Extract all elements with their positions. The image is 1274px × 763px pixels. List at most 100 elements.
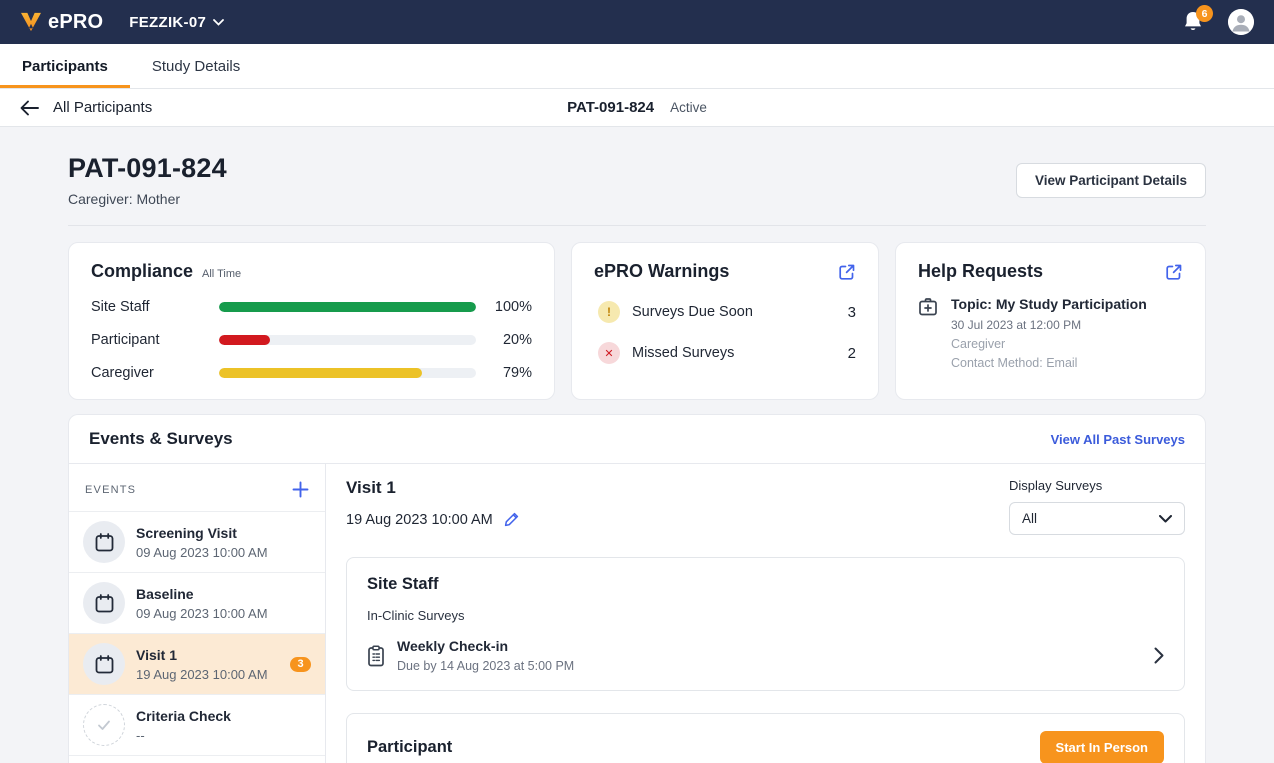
event-count-badge: 3 [290, 656, 311, 672]
main-tabbar: Participants Study Details [0, 44, 1274, 89]
display-surveys-select[interactable]: All [1009, 502, 1185, 535]
help-requests-title: Help Requests [918, 261, 1044, 281]
help-contact-method: Contact Method: Email [951, 356, 1078, 370]
warning-row-due-soon: ! Surveys Due Soon 3 [594, 301, 856, 323]
event-item-visit-1[interactable]: Visit 1 19 Aug 2023 10:00 AM 3 [69, 633, 325, 694]
visit-title: Visit 1 [346, 478, 396, 497]
compliance-row-participant: Participant 20% [91, 332, 532, 348]
warning-label: Missed Surveys [632, 345, 735, 361]
survey-due-date: Due by 14 Aug 2023 at 5:00 PM [397, 659, 575, 673]
visit-heading: Visit 1 19 Aug 2023 10:00 AM [346, 478, 520, 528]
epro-warnings-title: ePRO Warnings [594, 261, 730, 281]
events-list-label: EVENTS [85, 483, 137, 496]
display-surveys-control: Display Surveys All [1009, 478, 1185, 535]
compliance-row-site-staff: Site Staff 100% [91, 299, 532, 315]
display-surveys-value: All [1022, 511, 1038, 526]
help-requester: Caregiver [951, 337, 1006, 351]
compliance-timeframe: All Time [202, 267, 242, 280]
app-logo[interactable]: ePRO [20, 11, 103, 34]
progress-track [219, 368, 476, 378]
survey-name: Weekly Check-in [397, 638, 509, 654]
event-date: 09 Aug 2023 10:00 AM [136, 544, 268, 560]
patient-header-texts: PAT-091-824 Caregiver: Mother [68, 153, 227, 207]
compliance-card: Compliance All Time Site Staff 100% Part… [68, 242, 555, 400]
logo-text: ePRO [48, 10, 104, 33]
survey-clipboard-icon [367, 644, 385, 667]
breadcrumb: All Participants [53, 99, 153, 116]
event-date: 19 Aug 2023 10:00 AM [136, 666, 268, 682]
progress-fill [219, 368, 423, 378]
help-topic: Topic: My Study Participation [951, 296, 1147, 312]
tab-study-details[interactable]: Study Details [151, 57, 241, 75]
site-staff-section: Site Staff In-Clinic Surveys Weekly Chec… [346, 557, 1185, 691]
event-date: 09 Aug 2023 10:00 AM [136, 605, 268, 621]
event-date: -- [136, 727, 145, 743]
warning-label: Surveys Due Soon [632, 304, 753, 320]
compliance-title: Compliance [91, 261, 194, 281]
progress-fill [219, 335, 271, 345]
notifications-button[interactable]: 6 [1182, 5, 1213, 34]
calendar-icon [83, 643, 125, 685]
notification-badge: 6 [1196, 5, 1213, 22]
breadcrumb-patient-id: PAT-091-824 [567, 99, 655, 116]
chevron-right-icon[interactable] [1154, 647, 1164, 664]
survey-row-weekly-check-in[interactable]: Weekly Check-in Due by 14 Aug 2023 at 5:… [367, 638, 1164, 673]
site-staff-title: Site Staff [367, 575, 439, 593]
event-detail-panel: Visit 1 19 Aug 2023 10:00 AM Display Sur… [326, 464, 1205, 763]
chevron-down-icon [213, 18, 225, 26]
view-participant-details-button[interactable]: View Participant Details [1015, 162, 1206, 198]
start-in-person-button[interactable]: Start In Person [1039, 731, 1164, 763]
event-item-baseline[interactable]: Baseline 09 Aug 2023 10:00 AM [69, 572, 325, 633]
progress-fill [219, 302, 476, 312]
compliance-percent: 20% [502, 332, 532, 348]
compliance-percent: 100% [494, 299, 532, 315]
participant-section: Participant Start In Person In-Clinic Su… [346, 713, 1185, 763]
event-name: Visit 1 [136, 646, 177, 663]
events-surveys-title: Events & Surveys [89, 429, 233, 448]
display-surveys-label: Display Surveys [1009, 478, 1103, 493]
help-request-item[interactable]: Topic: My Study Participation 30 Jul 202… [918, 296, 1183, 370]
page-header: PAT-091-824 Caregiver: Mother View Parti… [68, 127, 1206, 225]
event-item-criteria-check[interactable]: Criteria Check -- [69, 694, 325, 756]
warning-count: 3 [847, 303, 856, 321]
external-link-icon[interactable] [838, 263, 856, 281]
calendar-icon [83, 521, 125, 563]
top-navbar: ePRO FEZZIK-07 6 [0, 0, 1274, 44]
missed-icon: ✕ [598, 342, 620, 364]
participant-title: Participant [367, 738, 453, 756]
back-to-all-participants[interactable]: All Participants [20, 99, 152, 116]
user-avatar[interactable] [1228, 9, 1254, 35]
edit-visit-icon[interactable] [503, 511, 520, 528]
compliance-label: Caregiver [91, 365, 154, 381]
help-requests-card: Help Requests Topic: My Study Participat… [895, 242, 1206, 400]
calendar-icon [83, 582, 125, 624]
tab-participants[interactable]: Participants [0, 44, 130, 88]
events-surveys-card: Events & Surveys View All Past Surveys E… [68, 414, 1206, 763]
view-all-past-surveys-link[interactable]: View All Past Surveys [1050, 431, 1185, 447]
warning-count: 2 [847, 344, 856, 362]
page-title: PAT-091-824 [68, 153, 227, 183]
breadcrumb-bar: PAT-091-824 Active All Participants [0, 89, 1274, 127]
events-sidebar: EVENTS Screening Visit 09 Aug 202 [69, 464, 326, 763]
header-divider [68, 225, 1206, 226]
help-datetime: 30 Jul 2023 at 12:00 PM [951, 318, 1082, 332]
event-name: Screening Visit [136, 524, 237, 541]
external-link-icon[interactable] [1165, 263, 1183, 281]
back-arrow-icon [20, 100, 39, 116]
compliance-label: Site Staff [91, 299, 150, 315]
patient-status: Active [670, 100, 707, 115]
warning-row-missed: ✕ Missed Surveys 2 [594, 342, 856, 364]
help-kit-icon [918, 297, 938, 370]
summary-cards-row: Compliance All Time Site Staff 100% Part… [68, 242, 1206, 400]
navbar-right: 6 [1182, 5, 1254, 35]
event-item-screening-visit[interactable]: Screening Visit 09 Aug 2023 10:00 AM [69, 511, 325, 572]
events-surveys-header: Events & Surveys View All Past Surveys [69, 415, 1205, 464]
study-selector[interactable]: FEZZIK-07 [129, 13, 225, 31]
compliance-label: Participant [91, 332, 160, 348]
study-selector-label: FEZZIK-07 [129, 13, 207, 31]
progress-track [219, 335, 476, 345]
add-event-button[interactable] [292, 481, 309, 498]
progress-track [219, 302, 476, 312]
caregiver-label: Caregiver: Mother [68, 191, 181, 207]
compliance-percent: 79% [502, 365, 532, 381]
